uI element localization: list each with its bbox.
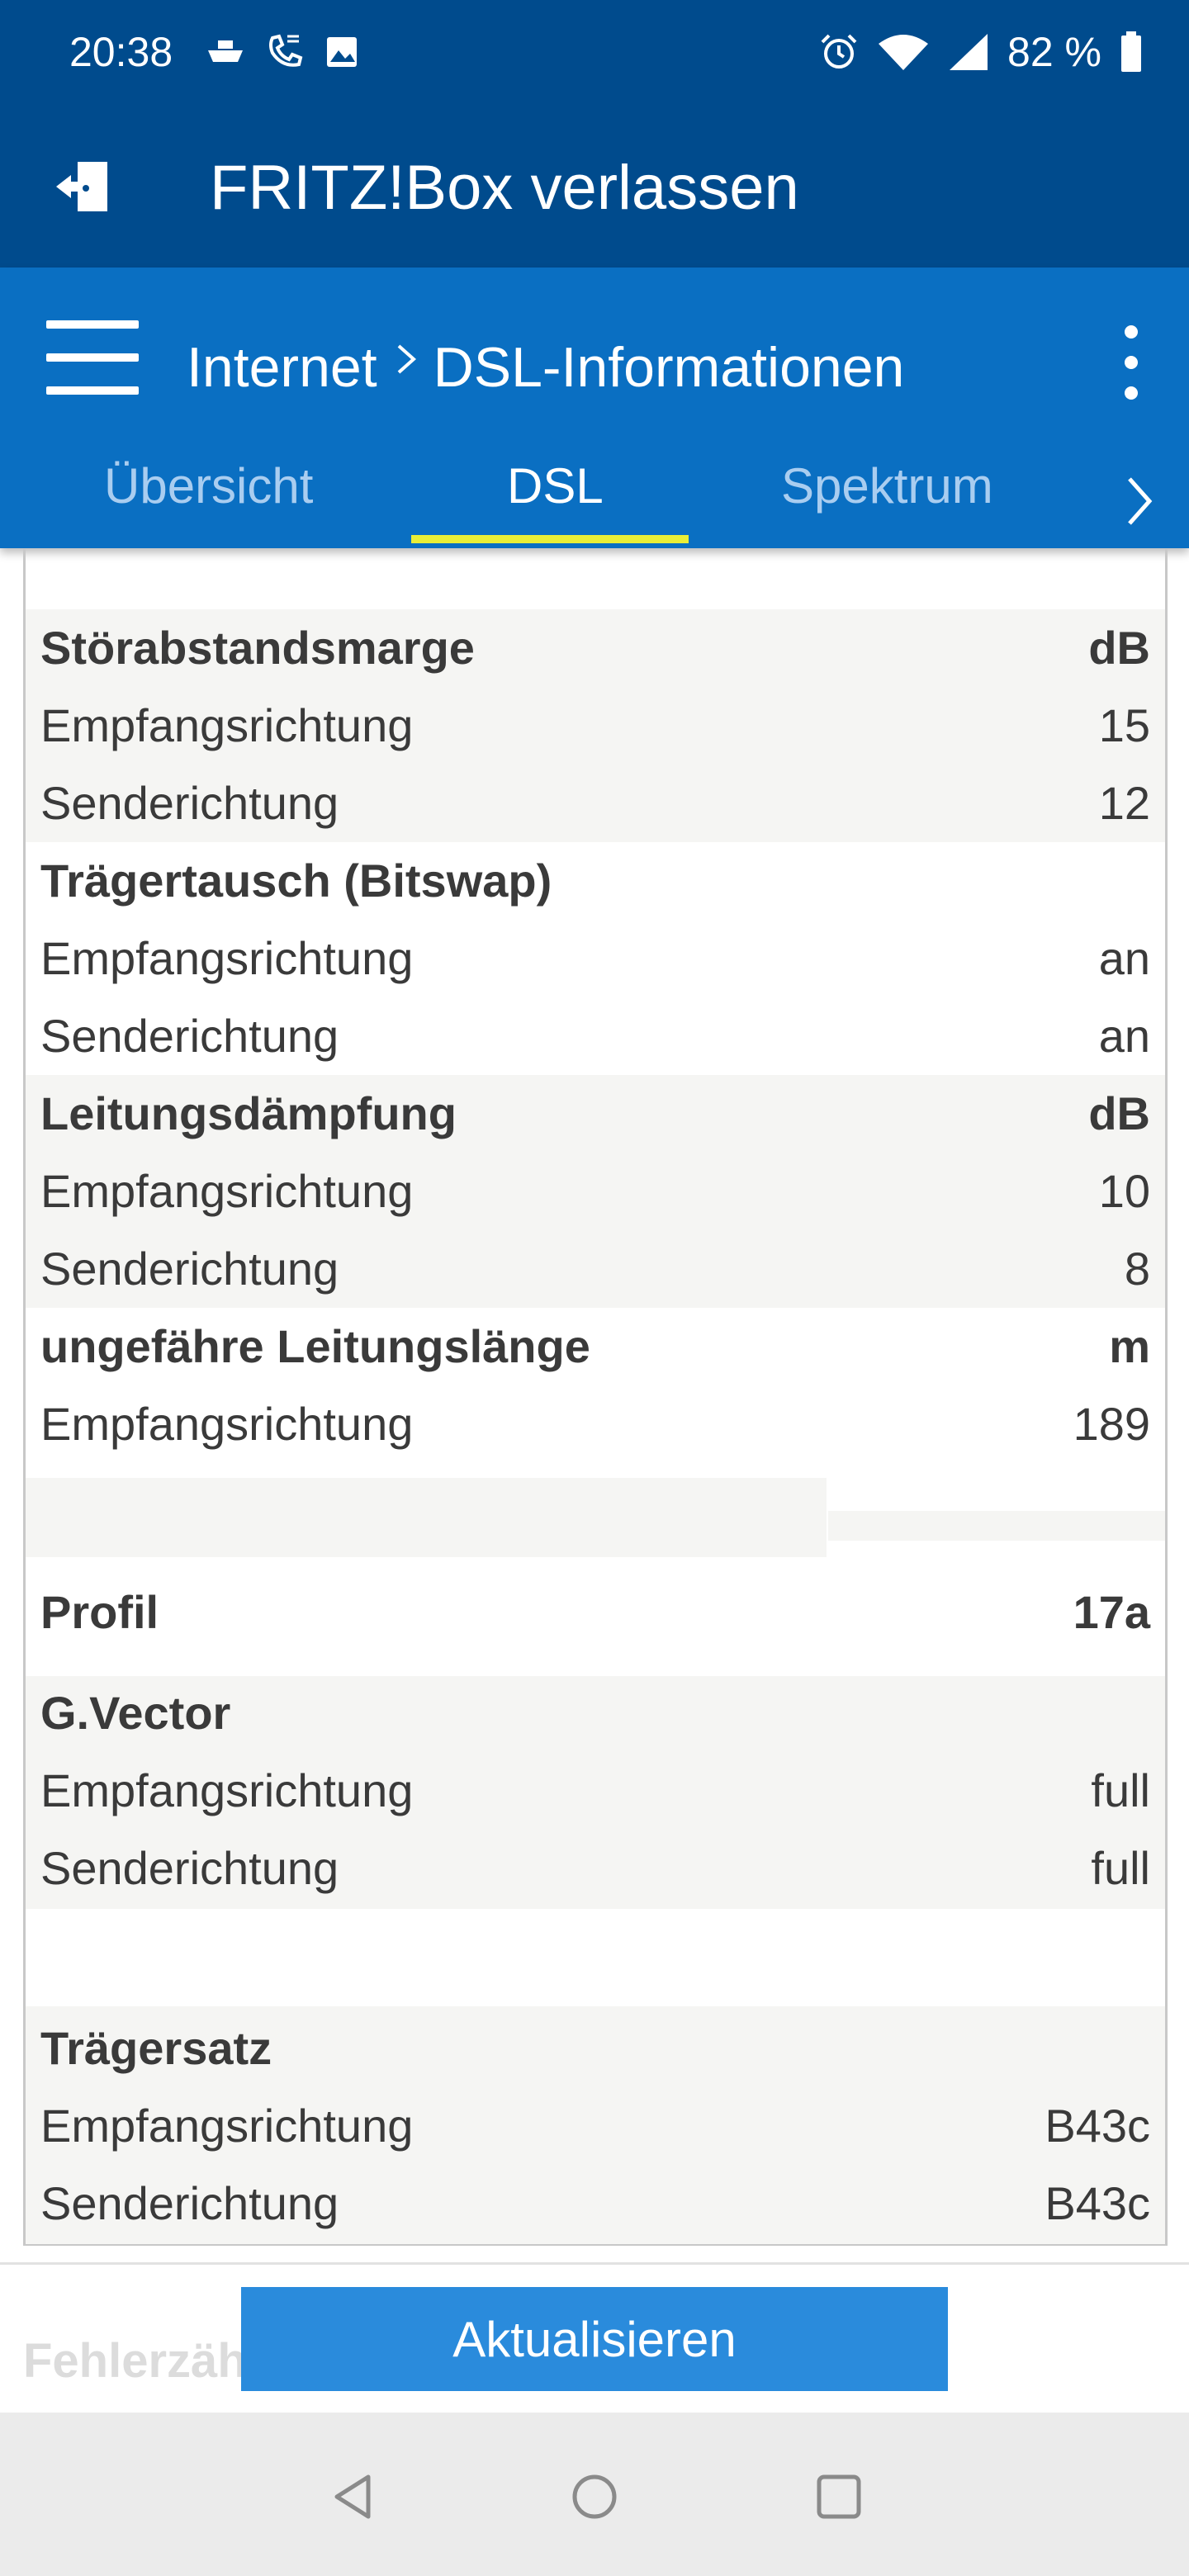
row-label: Empfangsrichtung (40, 2100, 414, 2152)
table-row: Senderichtung 12 (40, 765, 1150, 842)
breadcrumb: Internet DSL-Informationen (187, 335, 904, 400)
row-shade (26, 2006, 1165, 2244)
chevron-right-icon (397, 344, 416, 374)
table-row: Empfangsrichtung an (40, 920, 1150, 997)
chevron-right-icon[interactable] (1123, 472, 1156, 530)
row-value: B43c (1045, 2177, 1150, 2229)
row-label: Senderichtung (40, 1010, 339, 1062)
section-title: Störabstandsmarge (40, 622, 475, 674)
exit-icon[interactable] (53, 157, 112, 216)
section-unit: dB (1088, 1087, 1150, 1139)
phone-call-icon (269, 34, 303, 67)
exit-fritzbox-link[interactable]: FRITZ!Box verlassen (210, 153, 799, 223)
table-row: Empfangsrichtung B43c (40, 2087, 1150, 2165)
recents-icon[interactable] (814, 2472, 864, 2522)
section-title: Leitungsdämpfung (40, 1087, 457, 1139)
section-leitungslaenge: ungefähre Leitungslänge m (40, 1308, 1150, 1385)
status-bar: 20:38 82 % (0, 0, 1189, 107)
row-value: full (1091, 1764, 1150, 1816)
table-row: Empfangsrichtung 15 (40, 687, 1150, 765)
battery-percent: 82 % (1007, 29, 1101, 75)
row-label: Empfangsrichtung (40, 1398, 414, 1450)
divider (0, 2262, 1189, 2265)
menu-icon[interactable] (46, 320, 139, 396)
section-traegersatz: Trägersatz (40, 2010, 1150, 2087)
breadcrumb-internet[interactable]: Internet (187, 336, 377, 399)
signal-icon (950, 34, 988, 70)
row-shade (26, 1075, 1165, 1308)
section-title: ungefähre Leitungslänge (40, 1320, 590, 1372)
table-row: Senderichtung an (40, 997, 1150, 1075)
section-title: Trägertausch (Bitswap) (40, 855, 552, 907)
row-shade (26, 1478, 827, 1557)
tab-dsl[interactable]: DSL (507, 458, 604, 514)
section-unit: m (1109, 1320, 1150, 1372)
row-shade (26, 609, 1165, 842)
status-notification-icons (206, 33, 358, 71)
nav-bar: Internet DSL-Informationen Übersicht DSL… (0, 268, 1189, 548)
section-title: Profil (40, 1586, 159, 1638)
table-row: Senderichtung B43c (40, 2165, 1150, 2242)
row-shade (26, 1676, 1165, 1909)
app-bar: FRITZ!Box verlassen (0, 107, 1189, 268)
section-heading-fehlerzaehler: Fehlerzäh (23, 2334, 247, 2388)
more-options-icon[interactable] (1115, 325, 1148, 400)
home-icon[interactable] (570, 2472, 619, 2522)
section-profil: Profil 17a (40, 1574, 1150, 1651)
row-label: Empfangsrichtung (40, 932, 414, 984)
row-value: 189 (1073, 1398, 1150, 1450)
row-value: 10 (1098, 1165, 1150, 1217)
section-title: Trägersatz (40, 2022, 272, 2074)
row-label: Senderichtung (40, 1243, 339, 1295)
row-shade (828, 1511, 1165, 1541)
section-title: G.Vector (40, 1687, 231, 1739)
row-value: full (1091, 1842, 1150, 1894)
alarm-icon (821, 34, 857, 69)
back-icon[interactable] (329, 2472, 378, 2522)
tab-spektrum[interactable]: Spektrum (781, 458, 993, 514)
row-label: Senderichtung (40, 2177, 339, 2229)
row-value: an (1098, 1010, 1150, 1062)
row-label: Empfangsrichtung (40, 1165, 414, 1217)
profil-value: 17a (1073, 1586, 1150, 1638)
section-stoerabstandsmarge: Störabstandsmarge dB (40, 609, 1150, 687)
table-row: Empfangsrichtung 189 (40, 1385, 1150, 1463)
status-system-icons: 82 % (819, 28, 1143, 76)
wifi-icon (879, 35, 929, 70)
section-unit: dB (1088, 622, 1150, 674)
table-row: Senderichtung 8 (40, 1230, 1150, 1308)
section-gvector: G.Vector (40, 1674, 1150, 1752)
section-bitswap: Trägertausch (Bitswap) (40, 842, 1150, 920)
status-time: 20:38 (69, 29, 173, 75)
breadcrumb-dsl-informationen: DSL-Informationen (433, 336, 905, 399)
ship-icon (208, 40, 243, 62)
row-label: Empfangsrichtung (40, 1764, 414, 1816)
table-row: Empfangsrichtung 10 (40, 1153, 1150, 1230)
section-leitungsdaempfung: Leitungsdämpfung dB (40, 1075, 1150, 1153)
battery-icon (1121, 31, 1141, 72)
image-icon (327, 37, 357, 67)
row-value: 8 (1124, 1243, 1150, 1295)
row-label: Empfangsrichtung (40, 699, 414, 751)
row-label: Senderichtung (40, 777, 339, 829)
tab-bar: Übersicht DSL Spektrum (0, 441, 1189, 548)
system-nav-bar (0, 2413, 1189, 2576)
dsl-info-table: Störabstandsmarge dB Empfangsrichtung 15… (23, 548, 1168, 2246)
row-value: 15 (1098, 699, 1150, 751)
table-row: Empfangsrichtung full (40, 1752, 1150, 1830)
row-label: Senderichtung (40, 1842, 339, 1894)
table-row: Senderichtung full (40, 1830, 1150, 1907)
row-value: an (1098, 932, 1150, 984)
refresh-button[interactable]: Aktualisieren (241, 2287, 948, 2391)
row-value: 12 (1098, 777, 1150, 829)
tab-indicator (411, 535, 689, 543)
tab-uebersicht[interactable]: Übersicht (104, 458, 314, 514)
row-value: B43c (1045, 2100, 1150, 2152)
